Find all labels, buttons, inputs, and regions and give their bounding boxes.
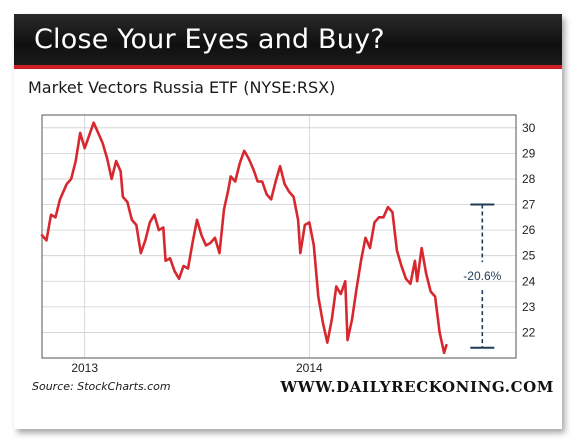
x-tick-label: 2013	[71, 361, 98, 375]
chart-frame: Close Your Eyes and Buy?	[14, 14, 562, 429]
x-tick-labels: 2013 2014	[71, 361, 323, 375]
grid-lines	[42, 115, 516, 358]
y-tick-label: 22	[522, 325, 536, 339]
banner-title: Close Your Eyes and Buy?	[34, 24, 385, 55]
y-tick-label: 24	[522, 274, 536, 288]
plot-area-border	[41, 114, 517, 359]
y-tick-label: 29	[522, 146, 536, 160]
source-note: Source: StockCharts.com	[32, 380, 171, 393]
y-tick-label: 26	[522, 223, 536, 237]
y-tick-labels: 22 23 24 25 26 27 28 29 30	[522, 121, 536, 340]
price-line	[40, 121, 448, 355]
y-tick-label: 30	[522, 121, 536, 135]
y-tick-label: 27	[522, 198, 536, 212]
decline-annotation: -20.6%	[463, 203, 502, 349]
x-tick-label: 2014	[296, 361, 323, 375]
y-tick-label: 23	[522, 300, 536, 314]
decline-label: -20.6%	[463, 269, 501, 283]
brand-url: WWW.DAILYRECKONING.COM	[280, 378, 554, 396]
title-banner: Close Your Eyes and Buy?	[14, 14, 562, 69]
y-tick-label: 28	[522, 172, 536, 186]
y-tick-label: 25	[522, 249, 536, 263]
chart-subtitle: Market Vectors Russia ETF (NYSE:RSX)	[28, 78, 336, 97]
